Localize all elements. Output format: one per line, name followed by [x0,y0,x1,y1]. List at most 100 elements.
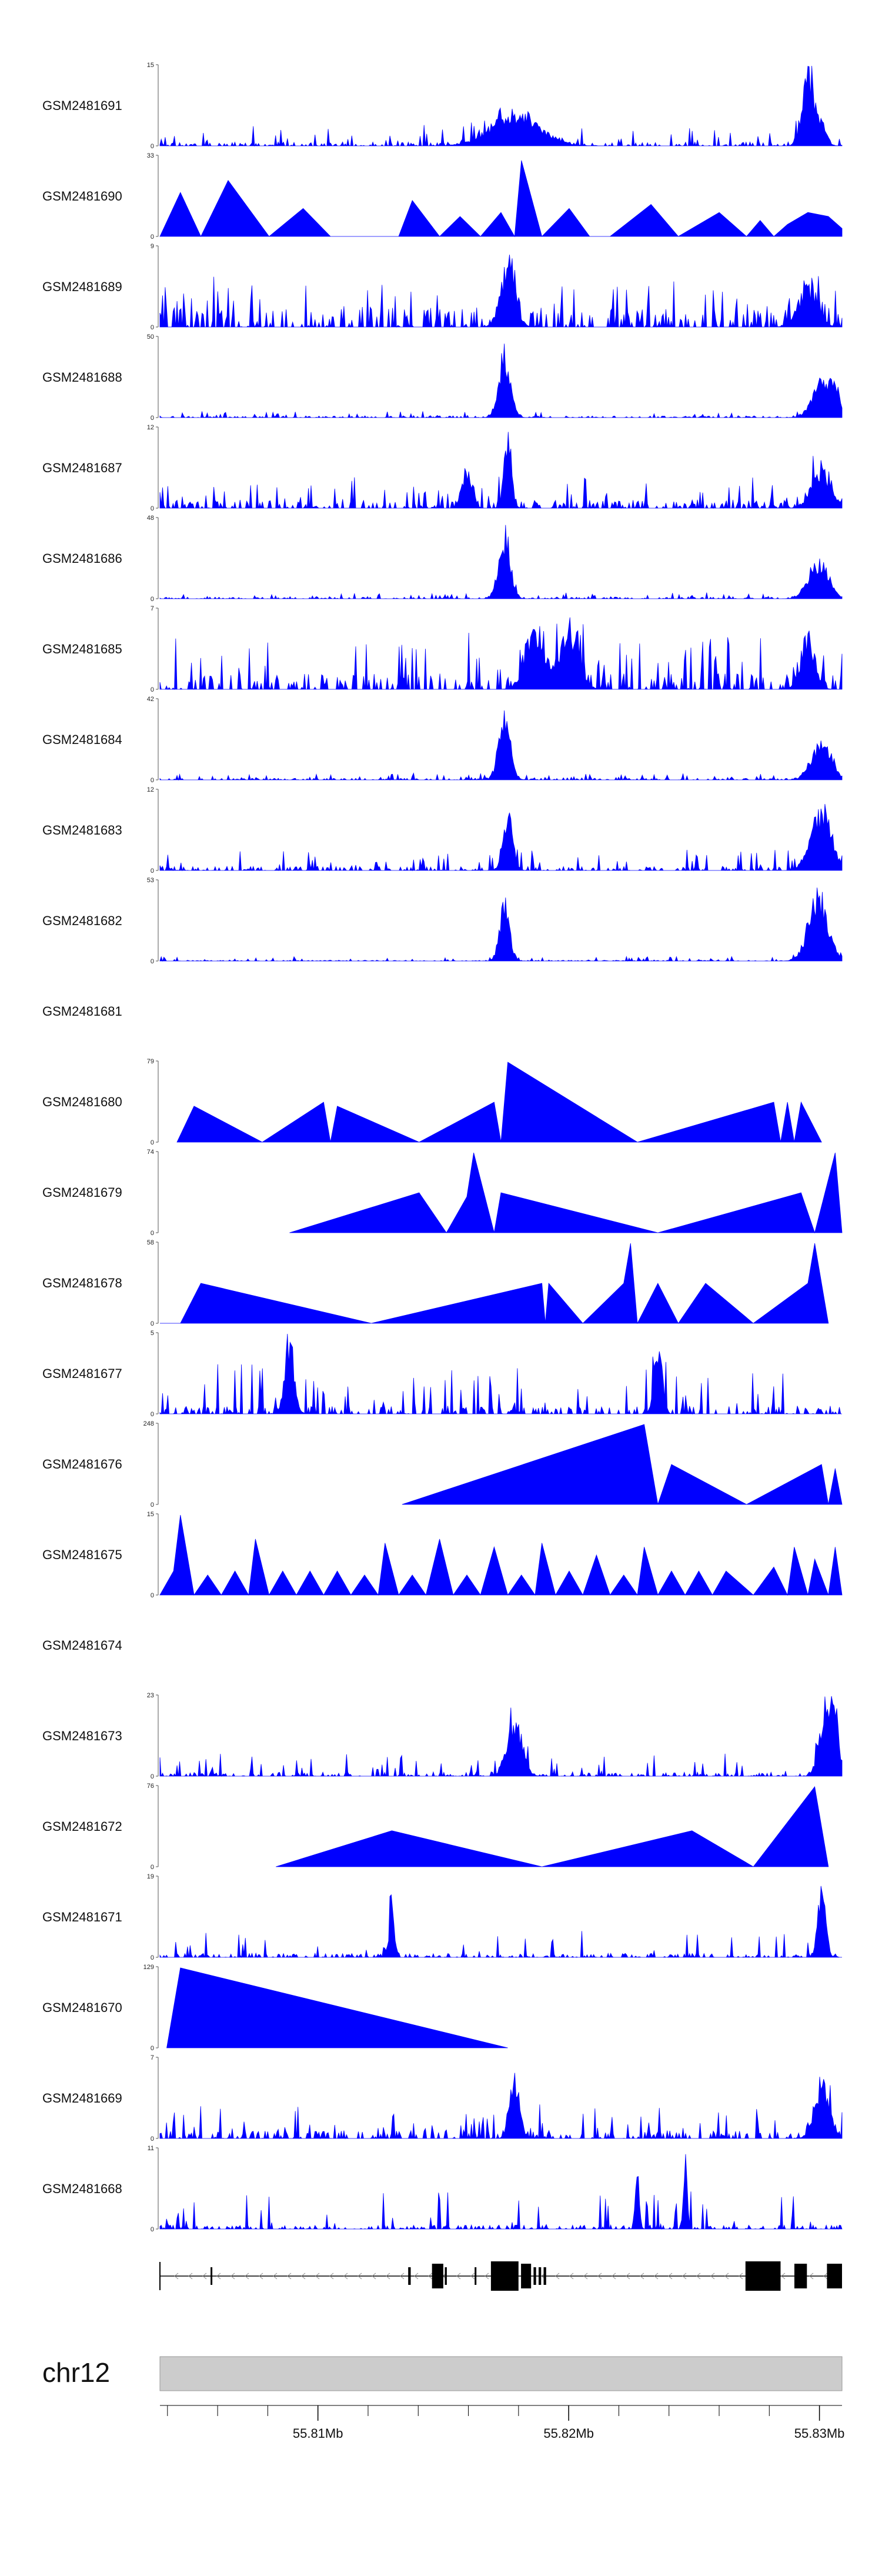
strand-arrow [216,2273,221,2280]
y-axis-min-label: 0 [151,2045,154,2052]
gene-exon [211,2267,213,2285]
strand-arrow [315,2273,320,2280]
strand-arrow [724,2273,729,2280]
strand-arrow [273,2273,278,2280]
strand-arrow [668,2273,673,2280]
track-label: GSM2481682 [42,913,122,928]
track-label: GSM2481672 [42,1819,122,1834]
y-axis-min-label: 0 [151,1320,154,1327]
gene-exon [490,2261,519,2291]
coverage-area [159,1514,843,1596]
track-GSM2481684: GSM2481684 42 0 [42,696,843,784]
track-GSM2481671: GSM2481671 19 0 [42,1873,842,1961]
strand-arrow [696,2273,701,2280]
y-axis-min-label: 0 [151,1139,154,1146]
gene-exon [745,2261,781,2291]
y-axis-min-label: 0 [151,596,154,603]
y-axis-max-label: 7 [151,605,154,612]
strand-arrow [470,2273,475,2280]
track-label: GSM2481674 [42,1638,122,1653]
y-axis-min-label: 0 [151,2135,154,2143]
track-GSM2481679: GSM2481679 74 0 [42,1149,843,1237]
y-axis-min-label: 0 [151,415,154,422]
track-GSM2481672: GSM2481672 76 0 [42,1783,829,1871]
track-label: GSM2481680 [42,1095,122,1109]
y-axis-max-label: 48 [147,515,154,522]
strand-arrow [287,2273,292,2280]
y-axis-max-label: 7 [151,2054,154,2061]
coverage-area [159,65,843,147]
strand-arrow [456,2273,461,2280]
y-axis-min-label: 0 [151,1954,154,1961]
strand-arrow [654,2273,659,2280]
strand-arrow [485,2273,489,2280]
y-axis-min-label: 0 [151,1411,154,1418]
track-label: GSM2481669 [42,2091,122,2105]
track-GSM2481687: GSM2481687 12 0 [42,424,843,512]
track-label: GSM2481684 [42,732,122,747]
track-GSM2481680: GSM2481680 79 0 [42,1058,822,1146]
strand-arrow [583,2273,588,2280]
gene-model-track [159,2261,842,2291]
coverage-area [159,254,843,328]
coverage-area [402,1424,843,1505]
y-axis-min-label: 0 [151,958,154,965]
strand-arrow [245,2273,249,2280]
y-axis-max-label: 79 [147,1058,154,1065]
y-axis-max-label: 15 [147,62,154,69]
track-GSM2481677: GSM2481677 5 0 [42,1330,842,1418]
strand-arrow [174,2273,179,2280]
y-axis-min-label: 0 [151,1773,154,1780]
track-label: GSM2481677 [42,1366,122,1381]
track-GSM2481688: GSM2481688 50 0 [42,333,843,422]
strand-arrow [358,2273,362,2280]
y-axis-min-label: 0 [151,1501,154,1509]
track-GSM2481686: GSM2481686 48 0 [42,515,843,603]
coverage-area [159,887,843,962]
track-label: GSM2481683 [42,823,122,837]
gene-exon [521,2264,532,2288]
y-axis-min-label: 0 [151,233,154,241]
coverage-area [289,1152,843,1234]
track-GSM2481676: GSM2481676 248 0 [42,1420,843,1509]
track-label: GSM2481687 [42,461,122,475]
y-axis-min-label: 0 [151,143,154,150]
track-label: GSM2481678 [42,1276,122,1290]
gene-exon [475,2267,477,2285]
strand-arrow [781,2273,786,2280]
y-axis-max-label: 33 [147,152,154,159]
y-axis-max-label: 53 [147,877,154,884]
coverage-area [160,1243,829,1324]
track-GSM2481668: GSM2481668 11 0 [42,2145,843,2233]
coverage-area [176,1062,822,1143]
genomic-x-axis: 55.81Mb 55.82Mb 55.83Mb [160,2405,844,2441]
strand-arrow [329,2273,334,2280]
track-GSM2481674: GSM2481674 [42,1638,122,1653]
y-axis-min-label: 0 [151,324,154,331]
chromosome-ideogram: chr12 [42,2356,843,2391]
track-label: GSM2481673 [42,1729,122,1743]
y-axis-max-label: 9 [151,243,154,250]
y-axis-max-label: 12 [147,786,154,793]
track-GSM2481675: GSM2481675 15 0 [42,1511,843,1599]
coverage-area [159,343,843,418]
strand-arrow [612,2273,616,2280]
y-axis-min-label: 0 [151,1864,154,1871]
strand-arrow [739,2273,743,2280]
track-label: GSM2481686 [42,551,122,566]
track-GSM2481678: GSM2481678 58 0 [42,1239,829,1327]
coverage-area [276,1786,829,1867]
track-GSM2481690: GSM2481690 33 0 [42,152,843,241]
track-label: GSM2481690 [42,189,122,203]
y-axis-min-label: 0 [151,686,154,693]
y-axis-max-label: 5 [151,1330,154,1337]
coverage-area [159,525,843,599]
y-axis-max-label: 23 [147,1692,154,1699]
track-GSM2481691: GSM2481691 15 0 [42,62,843,150]
track-GSM2481681: GSM2481681 [42,1004,122,1019]
strand-arrow [414,2273,419,2280]
y-axis-max-label: 11 [148,2145,154,2152]
y-axis-max-label: 15 [147,1511,154,1518]
track-label: GSM2481668 [42,2181,122,2196]
